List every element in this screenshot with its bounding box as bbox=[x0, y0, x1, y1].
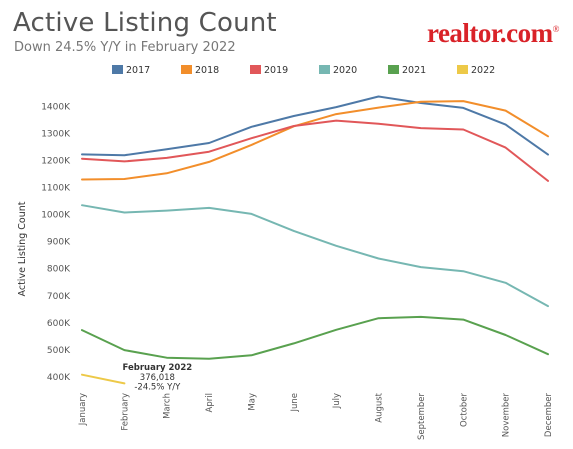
y-tick-400K: 400K bbox=[47, 373, 71, 383]
x-tick-july: July bbox=[332, 393, 342, 409]
x-tick-june: June bbox=[290, 393, 300, 413]
y-tick-900K: 900K bbox=[47, 238, 71, 248]
y-tick-700K: 700K bbox=[47, 292, 71, 302]
legend-label-2021: 2021 bbox=[402, 65, 426, 76]
legend-label-2017: 2017 bbox=[126, 65, 150, 76]
legend-swatch-2018 bbox=[181, 65, 192, 74]
annotation-line-3: -24.5% Y/Y bbox=[134, 383, 181, 393]
series-line-2019 bbox=[81, 119, 549, 182]
series-line-2020 bbox=[81, 204, 549, 308]
x-tick-august: August bbox=[375, 392, 385, 422]
y-tick-1200K: 1200K bbox=[41, 157, 71, 167]
x-tick-may: May bbox=[247, 393, 257, 411]
y-tick-500K: 500K bbox=[47, 346, 71, 356]
legend-label-2020: 2020 bbox=[333, 65, 357, 76]
legend-swatch-2017 bbox=[112, 65, 123, 74]
x-tick-april: April bbox=[205, 393, 215, 412]
series-line-2017 bbox=[81, 95, 549, 157]
realtor-logo: realtor.com® bbox=[426, 18, 560, 49]
x-tick-january: January bbox=[78, 393, 88, 426]
y-tick-1000K: 1000K bbox=[41, 211, 71, 221]
y-tick-600K: 600K bbox=[47, 319, 71, 329]
chart-subtitle: Down 24.5% Y/Y in February 2022 bbox=[14, 40, 236, 55]
series-line-2021 bbox=[81, 315, 549, 360]
series-line-2022 bbox=[81, 373, 126, 385]
logo-mark: ® bbox=[552, 24, 560, 34]
x-tick-november: November bbox=[502, 392, 512, 437]
x-tick-december: December bbox=[544, 392, 554, 437]
series-line-2018 bbox=[81, 100, 549, 181]
y-axis-label: Active Listing Count bbox=[17, 201, 28, 296]
legend-swatch-2019 bbox=[250, 65, 261, 74]
x-tick-march: March bbox=[163, 393, 173, 419]
y-tick-1300K: 1300K bbox=[41, 130, 71, 140]
x-tick-september: September bbox=[417, 392, 427, 439]
logo-text: realtor.com bbox=[426, 18, 553, 48]
legend-swatch-2021 bbox=[388, 65, 399, 74]
legend-swatch-2020 bbox=[319, 65, 330, 74]
chart-title: Active Listing Count bbox=[13, 8, 277, 38]
legend-label-2019: 2019 bbox=[264, 65, 288, 76]
x-tick-october: October bbox=[459, 393, 469, 428]
y-tick-1400K: 1400K bbox=[41, 103, 71, 113]
annotation-line-2: 376,018 bbox=[140, 373, 175, 383]
annotation-line-1: February 2022 bbox=[123, 363, 193, 373]
legend-label-2022: 2022 bbox=[471, 65, 495, 76]
legend-swatch-2022 bbox=[457, 65, 468, 74]
y-tick-1100K: 1100K bbox=[41, 184, 71, 194]
x-tick-february: February bbox=[120, 393, 130, 431]
legend-label-2018: 2018 bbox=[195, 65, 219, 76]
y-tick-800K: 800K bbox=[47, 265, 71, 275]
